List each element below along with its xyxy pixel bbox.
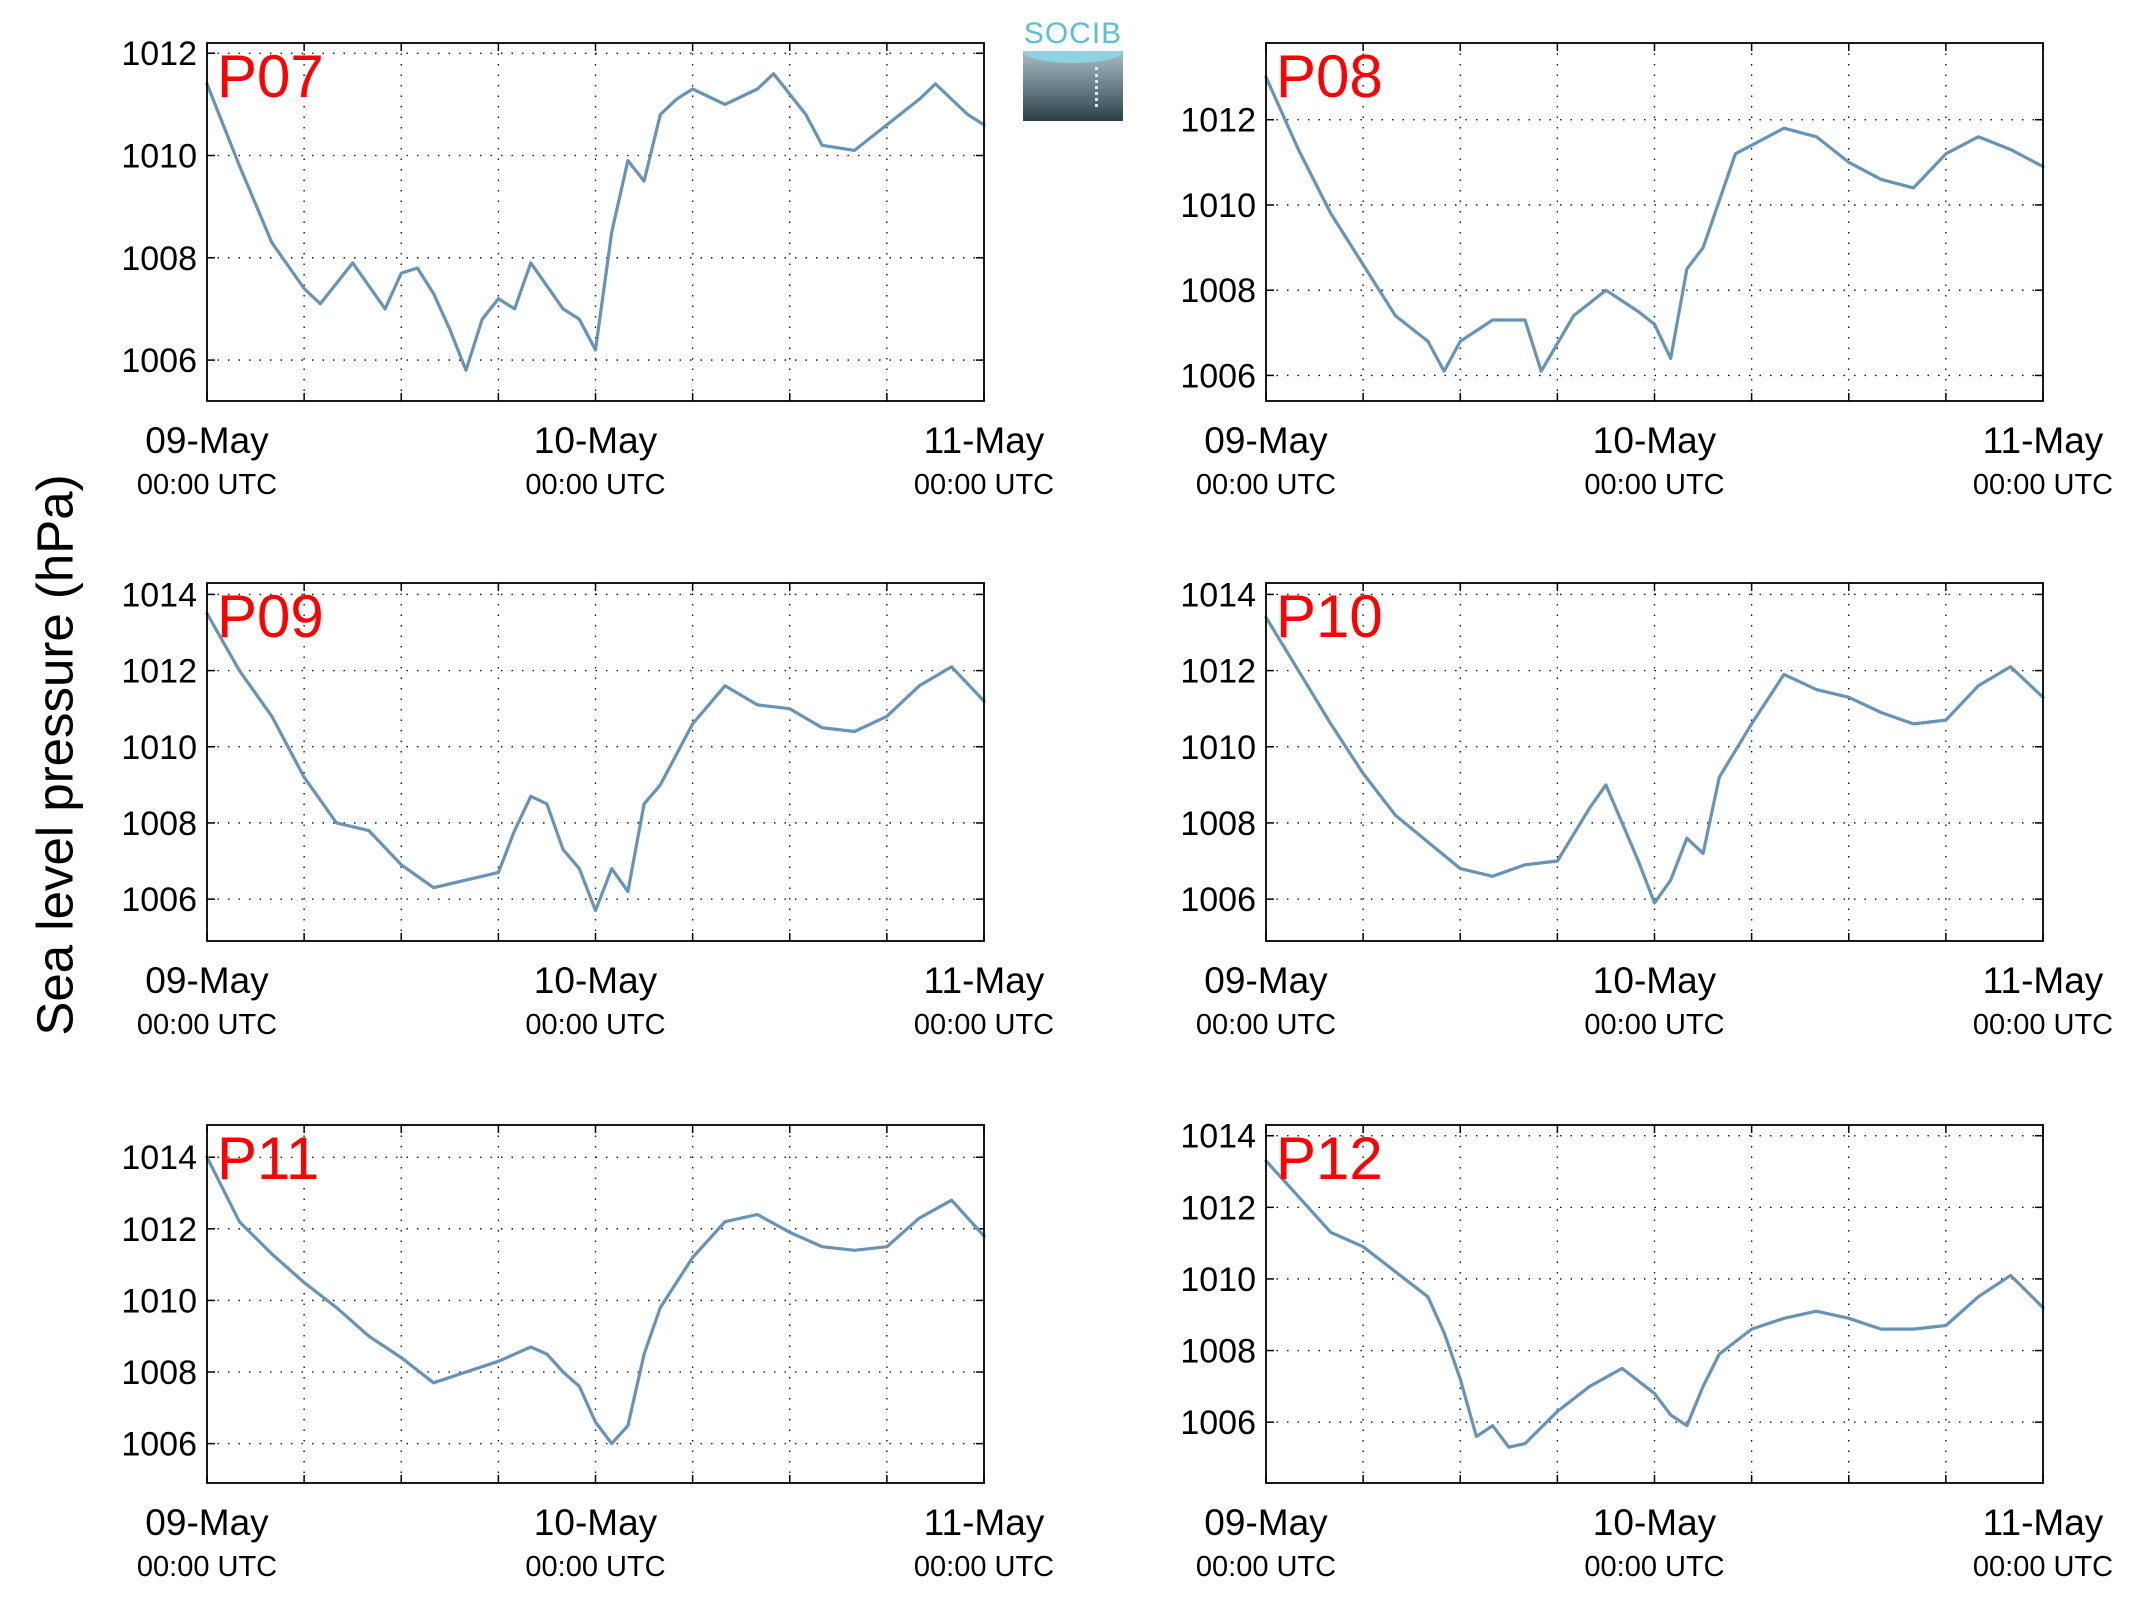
y-tick-label: 1008	[1180, 272, 1256, 310]
x-tick-label-date: 11-May	[1983, 420, 2104, 461]
x-tick-label-time: 00:00 UTC	[1973, 469, 2113, 501]
y-tick-label: 1006	[1180, 881, 1256, 919]
axes-box	[206, 582, 985, 942]
x-tick-label-time: 00:00 UTC	[1973, 1551, 2113, 1583]
x-tick-label-date: 09-May	[1204, 960, 1328, 1001]
y-tick-label: 1006	[121, 1426, 197, 1464]
panel-label: P12	[1276, 1125, 1383, 1192]
axes-box	[1265, 582, 2044, 942]
logo-wave	[1023, 51, 1123, 63]
series-line	[205, 611, 986, 913]
y-tick-label: 1014	[1180, 576, 1256, 614]
x-tick-label-date: 09-May	[145, 420, 269, 461]
x-tick-label-time: 00:00 UTC	[914, 1551, 1054, 1583]
logo-wordmark: SOCIB	[1023, 17, 1123, 50]
x-tick-label-time: 00:00 UTC	[1973, 1009, 2113, 1041]
x-tick-label-time: 00:00 UTC	[137, 469, 277, 501]
y-tick-label: 1010	[1180, 1261, 1256, 1299]
y-tick-label: 1012	[121, 35, 197, 73]
x-tick-label-time: 00:00 UTC	[137, 1009, 277, 1041]
x-tick-label-date: 10-May	[534, 960, 658, 1001]
x-tick-label-time: 00:00 UTC	[1196, 1551, 1336, 1583]
x-tick-label-time: 00:00 UTC	[1584, 469, 1724, 501]
x-tick-label-date: 10-May	[534, 420, 658, 461]
y-tick-label: 1010	[121, 1282, 197, 1320]
axes-box	[206, 1124, 985, 1484]
y-tick-label: 1010	[121, 138, 197, 176]
chart-panel-p10: 1006 1008 1010 1012 1014 P10 09-May 00:00 UTC 10…	[1180, 576, 2113, 1041]
panel-label: P09	[217, 583, 324, 650]
y-tick-label: 1012	[1180, 653, 1256, 691]
y-tick-label: 1012	[1180, 1189, 1256, 1227]
x-tick-label-date: 11-May	[924, 1502, 1045, 1543]
x-tick-label-time: 00:00 UTC	[137, 1551, 277, 1583]
x-tick-label-date: 11-May	[924, 420, 1045, 461]
chart-panel-p09: 1006 1008 1010 1012 1014 P09 09-May 00:00 UTC 10…	[121, 576, 1054, 1041]
y-tick-label: 1014	[121, 576, 197, 614]
y-tick-label: 1006	[121, 342, 197, 380]
x-tick-label-date: 11-May	[1983, 1502, 2104, 1543]
y-tick-label: 1008	[121, 805, 197, 843]
y-tick-label: 1012	[1180, 102, 1256, 140]
y-tick-label: 1012	[121, 1211, 197, 1249]
y-tick-label: 1008	[1180, 805, 1256, 843]
x-tick-label-date: 11-May	[924, 960, 1045, 1001]
x-tick-label-time: 00:00 UTC	[1584, 1009, 1724, 1041]
panel-label: P10	[1276, 583, 1383, 650]
x-tick-label-date: 10-May	[1593, 960, 1717, 1001]
x-tick-label-time: 00:00 UTC	[914, 1009, 1054, 1041]
series-line	[205, 1155, 986, 1446]
chart-panel-p12: 1006 1008 1010 1012 1014 P12 09-May 00:00 UTC 10…	[1180, 1118, 2113, 1583]
axes-box	[1265, 42, 2044, 402]
x-tick-label-date: 10-May	[1593, 1502, 1717, 1543]
y-tick-label: 1010	[1180, 187, 1256, 225]
y-tick-label: 1008	[121, 1354, 197, 1392]
x-tick-label-time: 00:00 UTC	[525, 1551, 665, 1583]
panel-label: P08	[1276, 43, 1383, 110]
x-tick-label-date: 10-May	[1593, 420, 1717, 461]
x-tick-label-time: 00:00 UTC	[914, 469, 1054, 501]
panel-label: P07	[217, 43, 324, 110]
panel-label: P11	[217, 1125, 319, 1192]
y-tick-label: 1010	[1180, 729, 1256, 767]
y-tick-label: 1010	[121, 729, 197, 767]
axes-box	[206, 42, 985, 402]
logo-dotted-line	[1095, 67, 1098, 107]
y-tick-label: 1012	[121, 653, 197, 691]
x-tick-label-time: 00:00 UTC	[525, 1009, 665, 1041]
y-tick-label: 1006	[1180, 357, 1256, 395]
axes-box	[1265, 1124, 2044, 1484]
x-tick-label-date: 11-May	[1983, 960, 2104, 1001]
x-tick-label-time: 00:00 UTC	[1584, 1551, 1724, 1583]
chart-panel-p07: 1006 1008 1010 1012 P07 09-May 00:00 UTC 10-May…	[121, 35, 1054, 501]
series-line	[1264, 75, 2045, 373]
x-tick-label-date: 09-May	[1204, 420, 1328, 461]
series-line	[1264, 1159, 2045, 1449]
y-tick-label: 1006	[121, 881, 197, 919]
x-tick-label-date: 09-May	[1204, 1502, 1328, 1543]
series-line	[205, 72, 986, 372]
x-tick-label-date: 09-May	[145, 960, 269, 1001]
series-line	[1264, 615, 2045, 905]
y-tick-label: 1014	[1180, 1118, 1256, 1156]
x-tick-label-time: 00:00 UTC	[1196, 469, 1336, 501]
x-tick-label-time: 00:00 UTC	[525, 469, 665, 501]
chart-panel-p11: 1006 1008 1010 1012 1014 P11 09-May 00:00 UTC 10…	[121, 1124, 1054, 1583]
y-tick-label: 1006	[1180, 1404, 1256, 1442]
x-tick-label-time: 00:00 UTC	[1196, 1009, 1336, 1041]
y-tick-label: 1008	[121, 240, 197, 278]
x-tick-label-date: 09-May	[145, 1502, 269, 1543]
socib-logo: SOCIB	[1023, 17, 1123, 121]
y-axis-label-text: Sea level pressure (hPa)	[26, 474, 84, 1036]
chart-panel-p08: 1006 1008 1010 1012 P08 09-May 00:00 UTC 10-May…	[1180, 42, 2113, 501]
y-tick-label: 1008	[1180, 1333, 1256, 1371]
x-tick-label-date: 10-May	[534, 1502, 658, 1543]
y-tick-label: 1014	[121, 1139, 197, 1177]
